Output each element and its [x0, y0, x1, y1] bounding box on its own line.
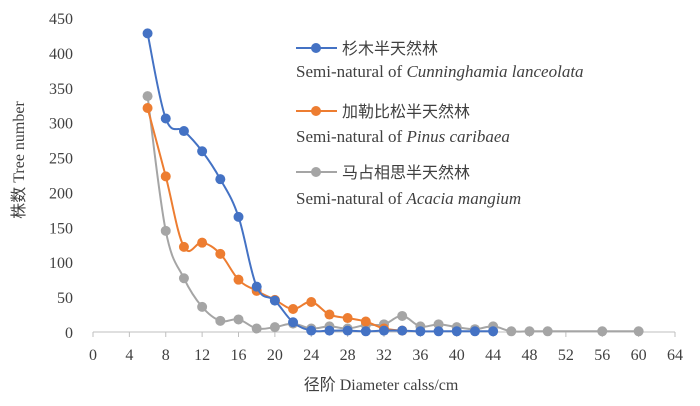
- x-tick-label: 44: [485, 347, 501, 364]
- legend-subtitle-prefix: Semi-natural of: [296, 62, 406, 81]
- data-point: [215, 248, 226, 259]
- data-point: [233, 314, 244, 325]
- legend-entry-0: 杉木半天然林 Semi-natural of Cunninghamia lance…: [296, 40, 584, 81]
- x-tick-label: 56: [594, 347, 610, 364]
- legend-subtitle: Semi-natural of Cunninghamia lanceolata: [296, 62, 584, 81]
- data-point: [142, 91, 153, 102]
- y-tick-labels: 0 50 100 150 200 250 300 350 400 450: [49, 11, 73, 342]
- legend-marker: [311, 167, 321, 177]
- data-point: [269, 295, 280, 306]
- y-tick-label: 200: [49, 185, 73, 202]
- data-point: [160, 225, 171, 236]
- data-point: [269, 322, 280, 333]
- x-tick-label: 36: [412, 347, 428, 364]
- data-point: [433, 319, 444, 330]
- data-point: [360, 326, 371, 337]
- data-point: [197, 301, 208, 312]
- data-point: [233, 211, 244, 222]
- data-point: [215, 315, 226, 326]
- legend-subtitle-species: Cunninghamia lanceolata: [406, 62, 583, 81]
- data-point: [178, 126, 189, 137]
- series-group: [142, 28, 644, 337]
- legend-marker: [311, 106, 321, 116]
- data-point: [306, 325, 317, 336]
- legend-subtitle-species: Pinus caribaea: [405, 127, 509, 146]
- data-point: [397, 310, 408, 321]
- x-tick-labels: 0 4 8 12 16 20 24 28 32 36 40 44 48 52 56 60 64: [89, 347, 683, 364]
- legend-entry-2: 马占相思半天然林 Semi-natural of Acacia mangium: [296, 164, 521, 208]
- x-tick-label: 28: [340, 347, 356, 364]
- data-point: [469, 326, 480, 337]
- data-point: [324, 325, 335, 336]
- x-axis-label: 径阶 Diameter calss/cm: [304, 376, 459, 394]
- x-tick-label: 40: [449, 347, 465, 364]
- y-tick-label: 150: [49, 220, 73, 237]
- data-point: [488, 326, 499, 337]
- x-tick-label: 20: [267, 347, 283, 364]
- data-point: [288, 303, 299, 314]
- x-tick-label: 60: [631, 347, 647, 364]
- legend-marker: [311, 43, 321, 53]
- x-tick-label: 0: [89, 347, 97, 364]
- data-point: [342, 325, 353, 336]
- data-point: [397, 325, 408, 336]
- data-point: [433, 326, 444, 337]
- data-point: [451, 326, 462, 337]
- data-point: [197, 146, 208, 157]
- y-axis-label: 株数 Tree number: [10, 101, 28, 219]
- data-point: [288, 317, 299, 328]
- data-point: [160, 171, 171, 182]
- x-tick-label: 52: [558, 347, 574, 364]
- data-point: [324, 309, 335, 320]
- legend-label: 马占相思半天然林: [342, 164, 470, 182]
- data-point: [233, 274, 244, 285]
- legend-subtitle-prefix: Semi-natural of: [296, 127, 406, 146]
- data-point: [142, 28, 153, 39]
- data-point: [251, 281, 262, 292]
- data-point: [251, 323, 262, 334]
- data-point: [197, 237, 208, 248]
- data-point: [178, 273, 189, 284]
- data-point: [342, 313, 353, 324]
- x-tick-label: 8: [162, 347, 170, 364]
- y-tick-label: 50: [57, 290, 73, 307]
- legend: 杉木半天然林 Semi-natural of Cunninghamia lance…: [296, 40, 584, 208]
- x-tick-label: 64: [667, 347, 683, 364]
- legend-entry-1: 加勒比松半天然林 Semi-natural of Pinus caribaea: [296, 103, 510, 146]
- y-tick-label: 300: [49, 116, 73, 133]
- data-point: [142, 103, 153, 114]
- legend-label: 杉木半天然林: [342, 40, 438, 58]
- data-point: [524, 326, 535, 337]
- y-tick-label: 0: [65, 325, 73, 342]
- data-point: [379, 325, 389, 336]
- data-point: [360, 316, 371, 327]
- y-tick-label: 350: [49, 81, 73, 98]
- x-tick-label: 48: [522, 347, 538, 364]
- x-tick-label: 12: [194, 347, 210, 364]
- x-tick-label: 4: [125, 347, 133, 364]
- legend-subtitle: Semi-natural of Acacia mangium: [296, 189, 521, 208]
- legend-label: 加勒比松半天然林: [342, 103, 470, 121]
- data-point: [415, 326, 426, 337]
- y-tick-label: 400: [49, 46, 73, 63]
- data-point: [215, 174, 226, 185]
- y-tick-label: 250: [49, 151, 73, 168]
- x-tick-label: 24: [303, 347, 319, 364]
- y-tick-label: 450: [49, 11, 73, 28]
- legend-subtitle: Semi-natural of Pinus caribaea: [296, 127, 510, 146]
- data-point: [633, 326, 644, 337]
- x-tick-label: 16: [231, 347, 247, 364]
- legend-subtitle-species: Acacia mangium: [405, 189, 521, 208]
- series-0: [142, 28, 499, 337]
- legend-subtitle-prefix: Semi-natural of: [296, 189, 406, 208]
- data-point: [306, 296, 317, 307]
- data-point: [597, 326, 608, 337]
- data-point: [160, 113, 171, 124]
- x-tick-label: 32: [376, 347, 392, 364]
- data-point: [178, 241, 189, 252]
- data-point: [542, 326, 553, 337]
- data-point: [506, 326, 517, 337]
- y-tick-label: 100: [49, 255, 73, 272]
